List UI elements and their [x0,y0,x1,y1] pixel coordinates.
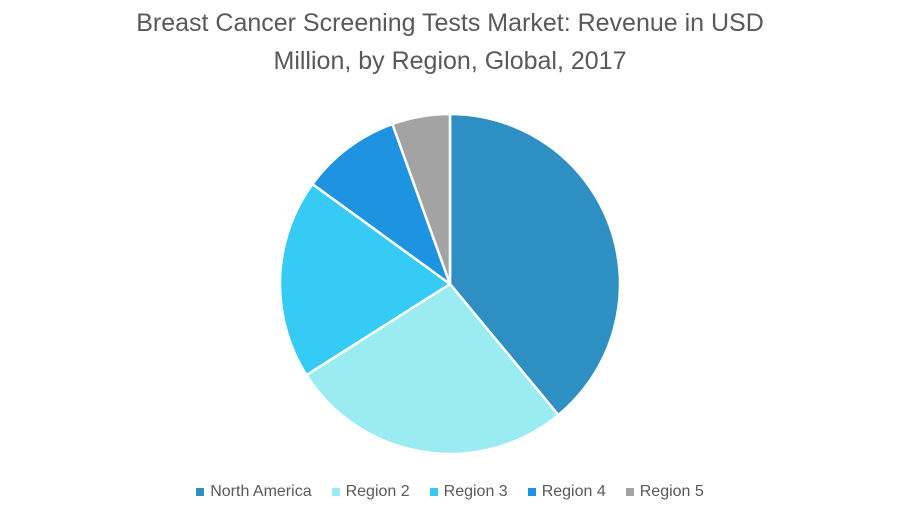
chart-title-line-2: Million, by Region, Global, 2017 [273,47,627,75]
legend-swatch [331,488,340,496]
legend-label: Region 5 [639,483,704,500]
pie-slice-region-5 [391,112,452,286]
legend-label: Region 3 [443,483,508,500]
legend-swatch [196,488,205,496]
pie-slice-region-4 [311,122,452,286]
pie-slices [278,112,622,456]
legend-label: Region 2 [345,483,410,500]
pie-slice-region-2 [305,282,560,456]
pie-slice-region-3 [278,182,452,377]
legend-item-region-2: Region 2 [331,483,410,501]
legend-item-region-3: Region 3 [429,483,508,501]
legend-item-north-america: North America [196,483,312,501]
pie-slice-north-america [448,112,622,417]
chart-title: Breast Cancer Screening Tests Market: Re… [0,4,900,80]
legend: North America Region 2 Region 3 Region 4 Reg… [0,483,900,501]
legend-label: North America [210,483,312,500]
legend-swatch [527,488,536,496]
legend-label: Region 4 [541,483,606,500]
legend-item-region-5: Region 5 [625,483,704,501]
legend-swatch [429,488,438,496]
legend-item-region-4: Region 4 [527,483,606,501]
legend-swatch [625,488,634,496]
chart-title-line-1: Breast Cancer Screening Tests Market: Re… [136,9,764,37]
